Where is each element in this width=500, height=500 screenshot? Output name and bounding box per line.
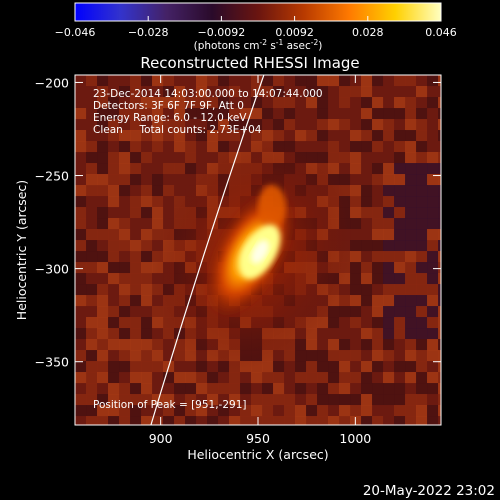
x-tick-label: 900: [149, 431, 173, 446]
solar-limb-line: [150, 75, 265, 425]
colorbar-tick-label: −0.0092: [198, 26, 246, 39]
annotations: 23-Dec-2014 14:03:00.000 to 14:07:44.000…: [93, 88, 323, 411]
y-axis-label: Heliocentric Y (arcsec): [14, 180, 29, 320]
x-axis-label: Heliocentric X (arcsec): [187, 447, 328, 462]
annotation-line: 23-Dec-2014 14:03:00.000 to 14:07:44.000: [93, 88, 323, 100]
chart-title: Reconstructed RHESSI Image: [140, 54, 359, 72]
colorbar-tick-label: 0.046: [425, 26, 457, 39]
annotation-line: Clean Total counts: 2.73E+04: [93, 124, 262, 136]
y-tick-label: −350: [35, 355, 69, 370]
axis-ticks: 900 950 1000 −200 −250 −300 −350: [35, 75, 441, 446]
x-tick-label: 1000: [339, 431, 371, 446]
y-tick-label: −300: [35, 262, 69, 277]
colorbar-tick-label: −0.046: [55, 26, 96, 39]
x-tick-label: 950: [246, 431, 270, 446]
annotation-line: Detectors: 3F 6F 7F 9F, Att 0: [93, 100, 244, 112]
flare-source: [153, 138, 354, 371]
colorbar: [74, 2, 442, 22]
colorbar-ticks: −0.046 −0.028 −0.0092 0.0092 0.028 0.046: [55, 16, 457, 39]
colorbar-units: (photons cm-2 s-1 asec-2): [194, 38, 323, 52]
peak-position-label: Position of Peak = [951,-291]: [93, 399, 247, 411]
colorbar-tick-label: 0.0092: [275, 26, 314, 39]
y-tick-label: −200: [35, 75, 69, 90]
colorbar-tick-label: −0.028: [128, 26, 169, 39]
heatmap-image: [75, 75, 441, 425]
footer-timestamp: 20-May-2022 23:02: [363, 483, 495, 499]
colorbar-tick-label: 0.028: [352, 26, 384, 39]
y-tick-label: −250: [35, 169, 69, 184]
annotation-line: Energy Range: 6.0 - 12.0 keV: [93, 112, 247, 124]
